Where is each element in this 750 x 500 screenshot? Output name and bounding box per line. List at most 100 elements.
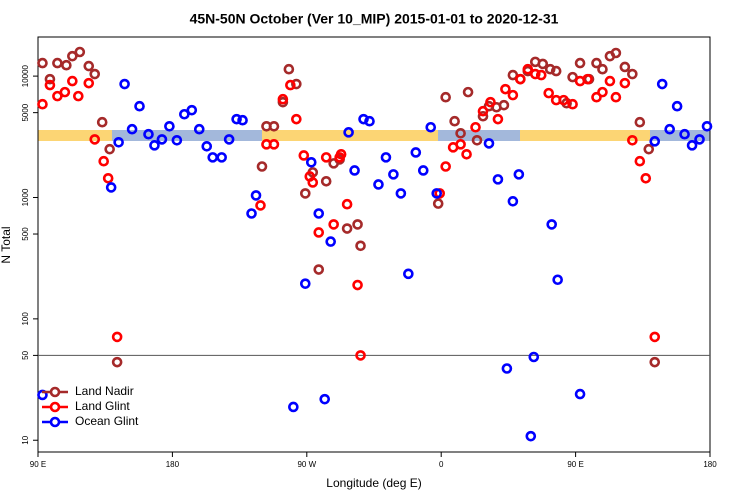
- point: [349, 165, 360, 176]
- point: [373, 179, 384, 190]
- point: [410, 147, 422, 158]
- point: [643, 143, 655, 155]
- point: [291, 78, 302, 90]
- point: [186, 104, 198, 116]
- point: [431, 188, 443, 199]
- point: [425, 121, 437, 133]
- point: [640, 172, 652, 184]
- point: [558, 94, 569, 106]
- x-tick-label: 180: [166, 460, 180, 469]
- point: [320, 152, 332, 163]
- point: [319, 393, 331, 405]
- point: [74, 46, 86, 58]
- y-tick-label: 50: [21, 350, 30, 359]
- y-tick-label: 100: [21, 312, 30, 326]
- point: [149, 140, 160, 151]
- point: [285, 79, 296, 91]
- legend-label: Ocean Glint: [75, 414, 139, 428]
- point: [171, 134, 183, 146]
- point: [470, 121, 481, 133]
- point: [543, 87, 555, 99]
- point: [113, 136, 124, 148]
- point: [343, 127, 354, 138]
- point: [513, 169, 525, 180]
- point: [313, 208, 325, 219]
- point: [656, 78, 668, 90]
- point: [89, 68, 101, 80]
- point: [395, 188, 407, 199]
- point: [582, 73, 593, 85]
- point: [597, 86, 608, 98]
- point: [462, 86, 474, 98]
- surface-band: [38, 130, 710, 141]
- point: [610, 91, 622, 103]
- point: [649, 331, 661, 343]
- point: [388, 169, 399, 180]
- point: [283, 63, 295, 75]
- point: [305, 156, 317, 168]
- y-tick-label: 1000: [21, 188, 30, 206]
- point: [550, 65, 562, 77]
- y-axis-label: N Total: [0, 226, 13, 263]
- point: [73, 90, 84, 102]
- point: [471, 134, 483, 146]
- point: [610, 47, 622, 59]
- point: [507, 89, 519, 101]
- point: [320, 175, 332, 187]
- point: [83, 60, 95, 72]
- point: [477, 110, 489, 122]
- point: [300, 188, 311, 199]
- point: [143, 128, 154, 140]
- point: [119, 78, 130, 90]
- point: [567, 98, 578, 110]
- point: [507, 69, 519, 81]
- land-band: [38, 130, 112, 141]
- point: [268, 120, 280, 132]
- point: [535, 69, 547, 81]
- legend-label: Land Glint: [75, 399, 130, 413]
- point: [126, 123, 138, 135]
- point: [455, 139, 466, 150]
- series: [37, 78, 713, 442]
- point: [619, 61, 631, 73]
- point: [591, 57, 602, 69]
- point: [515, 73, 526, 85]
- point: [432, 198, 444, 209]
- point: [686, 140, 698, 151]
- point: [440, 91, 451, 103]
- point: [701, 120, 713, 132]
- point: [634, 155, 646, 167]
- point: [417, 165, 429, 176]
- point: [591, 91, 602, 103]
- point: [364, 115, 375, 127]
- point: [291, 113, 302, 125]
- point: [597, 63, 608, 75]
- x-tick-label: 90 E: [30, 460, 46, 469]
- point: [507, 196, 519, 207]
- point: [649, 136, 661, 147]
- point: [288, 401, 299, 413]
- point: [403, 268, 414, 280]
- point: [501, 363, 513, 374]
- point: [537, 58, 549, 70]
- point: [98, 155, 110, 167]
- point: [59, 86, 71, 98]
- land-band: [520, 130, 650, 141]
- point: [156, 134, 168, 145]
- point: [193, 123, 205, 135]
- point: [341, 223, 353, 234]
- point: [44, 73, 56, 85]
- point: [37, 57, 48, 69]
- point: [255, 200, 266, 211]
- point: [201, 141, 213, 152]
- point: [619, 77, 631, 89]
- point: [52, 57, 63, 69]
- legend-label: Land Nadir: [75, 384, 134, 398]
- y-tick-label: 10000: [21, 64, 30, 87]
- point: [83, 77, 95, 89]
- legend-marker: [49, 416, 61, 428]
- point: [461, 148, 472, 160]
- point: [498, 99, 510, 111]
- point: [67, 50, 78, 62]
